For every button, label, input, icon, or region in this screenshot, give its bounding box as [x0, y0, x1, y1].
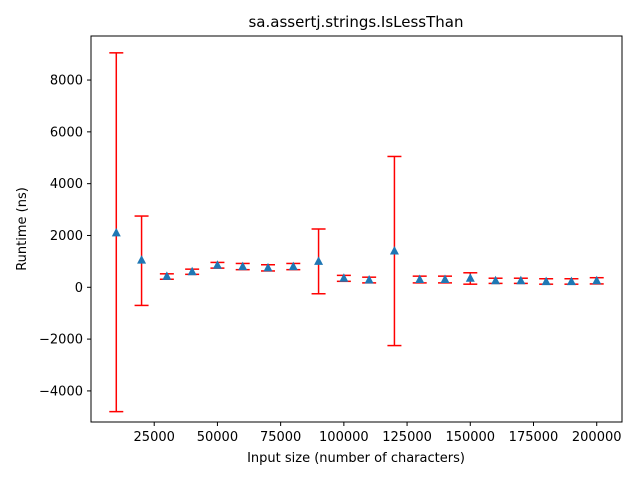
x-axis-label: Input size (number of characters)	[247, 451, 465, 466]
axes-frame	[90, 35, 623, 423]
x-tick-label: 25000	[134, 430, 175, 445]
data-point-marker	[314, 256, 324, 265]
plot-area	[109, 52, 604, 413]
data-point-marker	[111, 227, 121, 237]
data-point-marker	[162, 271, 172, 280]
y-axis-label: Runtime (ns)	[15, 187, 30, 271]
x-tick-label: 125000	[382, 430, 432, 445]
data-point-marker	[465, 273, 475, 282]
data-point-marker	[238, 261, 248, 271]
data-point-marker	[137, 255, 147, 264]
data-point-marker	[592, 275, 602, 285]
data-point-marker	[288, 261, 298, 271]
data-point-marker	[516, 275, 526, 285]
chart-title: sa.assertj.strings.IsLessThan	[248, 13, 463, 31]
y-axis: −4000 −2000 0 2000 4000 6000 8000	[39, 74, 91, 399]
data-point-marker	[187, 266, 197, 276]
data-point-marker	[541, 276, 551, 286]
y-tick-label: −2000	[39, 333, 83, 348]
y-tick-label: −4000	[39, 384, 83, 399]
x-tick-label: 150000	[445, 430, 495, 445]
x-axis: 25000 50000 75000 100000 125000 150000 175000 2…	[134, 422, 622, 445]
x-tick-label: 200000	[572, 430, 622, 445]
x-tick-label: 75000	[260, 430, 301, 445]
y-tick-label: 2000	[50, 229, 83, 244]
data-point-marker	[339, 273, 349, 282]
x-tick-label: 100000	[319, 430, 369, 445]
x-tick-label: 175000	[509, 430, 559, 445]
data-point-marker	[364, 275, 374, 284]
y-tick-label: 8000	[50, 74, 83, 89]
data-point-marker	[415, 274, 425, 284]
x-tick-label: 50000	[197, 430, 238, 445]
data-point-marker	[212, 260, 222, 269]
data-point-marker	[440, 274, 450, 284]
data-point-marker	[491, 275, 501, 285]
data-point-marker	[263, 262, 273, 272]
data-point-marker	[566, 276, 576, 286]
y-tick-label: 6000	[50, 125, 83, 140]
y-tick-label: 4000	[50, 177, 83, 192]
data-point-marker	[389, 246, 399, 255]
y-tick-label: 0	[75, 281, 83, 296]
